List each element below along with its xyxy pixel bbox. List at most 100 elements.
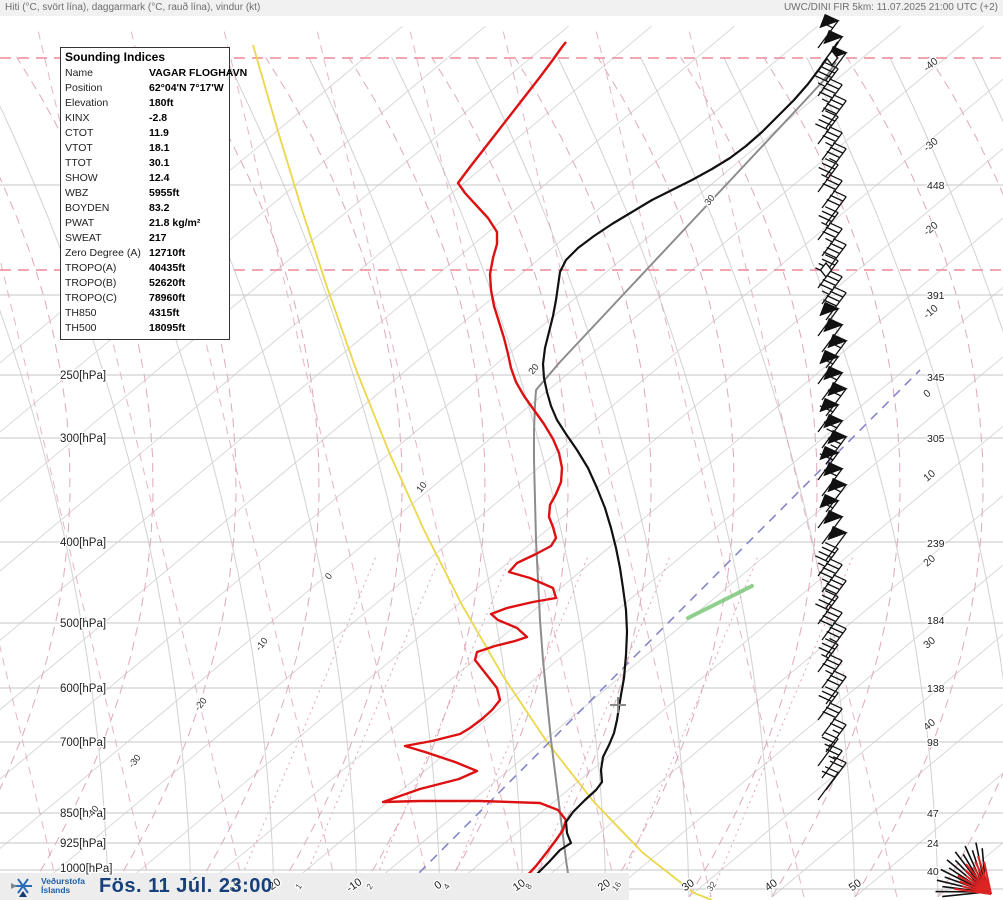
index-label: TH500 [65,322,97,334]
tropopause-diamond-marker [819,261,833,279]
valid-time-label: Fös. 11 Júl. 23:00 [98,874,273,897]
indices-row: SHOW 12.4 [61,171,229,186]
index-value: 217 [149,232,167,244]
wind-barb [825,436,847,465]
index-value: 40435ft [149,262,186,274]
index-label: SHOW [65,172,98,184]
index-value: 83.2 [149,202,170,214]
index-value: VAGAR FLOGHAVN [149,67,248,79]
index-value: -2.8 [149,112,168,124]
logo-text-line1: Veðurstofa [41,876,85,886]
indices-row: PWAT 21.8 kg/m² [61,216,229,231]
indices-title: Sounding Indices [65,50,166,64]
indices-row: TH850 4315ft [61,306,229,321]
index-value: 11.9 [149,127,169,139]
pressure-label: 700[hPa] [60,737,106,749]
indices-row: TROPO(A) 40435ft [61,261,229,276]
flight-level-label: 239 [927,538,945,550]
pressure-label: 500[hPa] [60,618,106,630]
index-value: 52620ft [149,277,186,289]
grid-layer [0,26,1003,897]
flight-level-label: 448 [927,180,945,192]
index-label: PWAT [65,217,95,229]
indices-row: SWEAT 217 [61,231,229,246]
pressure-label: 250[hPa] [60,370,106,382]
indices-row: TROPO(B) 52620ft [61,276,229,291]
pressure-label: 850[hPa] [60,808,106,820]
index-value: 4315ft [149,307,180,319]
flight-level-label: 305 [927,433,945,445]
header-legend-text: Hiti (°C, svört lína), daggarmark (°C, r… [5,2,261,13]
wind-barb [825,532,847,561]
index-label: CTOT [65,127,94,139]
indices-row: TH500 18095ft [61,321,229,336]
index-label: WBZ [65,187,89,199]
header-model-run-text: UWC/DINI FIR 5km: 11.07.2025 21:00 UTC (… [783,2,998,13]
indices-row: WBZ 5955ft [61,186,229,201]
index-label: TROPO(B) [65,277,117,289]
wind-barb [825,340,847,369]
wind-barb [825,388,847,417]
index-value: 180ft [149,97,174,109]
flight-level-label: 98 [927,737,939,749]
wind-barb-column [815,13,848,801]
indices-row: Elevation 180ft [61,96,229,111]
blue-moist-adiabat-line [407,369,921,885]
indices-row: Name VAGAR FLOGHAVN [61,66,247,81]
indices-row: BOYDEN 83.2 [61,201,229,216]
index-label: SWEAT [65,232,102,244]
temperature-curve [536,41,839,875]
flight-level-label: 184 [927,615,945,627]
index-label: BOYDEN [65,202,110,214]
indices-row: KINX -2.8 [61,111,229,126]
green-cape-segment [686,584,754,620]
pressure-label: 925[hPa] [60,838,106,850]
footer-bar: Veðurstofa Íslands Fös. 11 Júl. 23:00 [8,872,272,900]
header-bar: Hiti (°C, svört lína), daggarmark (°C, r… [0,0,1003,16]
index-value: 18095ft [149,322,186,334]
indices-row: TTOT 30.1 [61,156,229,171]
indices-row: Zero Degree (A) 12710ft [61,246,229,261]
met-office-logo-text: Veðurstofa Íslands [41,877,85,895]
flight-level-label: 138 [927,683,945,695]
pressure-label: 300[hPa] [60,433,106,445]
index-label: VTOT [65,142,93,154]
freezing-level-marker [610,697,626,713]
yellow-adiabat-line [252,44,713,900]
indices-row: Position 62°04'N 7°17'W [61,81,229,96]
index-label: Position [65,82,103,94]
flight-level-label: 40 [927,866,939,878]
logo-text-line2: Íslands [41,885,71,895]
footer-band [0,873,629,900]
dewpoint-curve [381,41,568,880]
wind-barb [825,52,847,81]
index-label: TH850 [65,307,97,319]
index-label: Zero Degree (A) [65,247,141,259]
surface-barb-cluster [935,842,992,898]
reference-gray-line [533,61,837,900]
pressure-label: 1000[hPa] [60,863,112,875]
flight-level-label: 345 [927,372,945,384]
index-value: 62°04'N 7°17'W [149,82,224,94]
index-value: 18.1 [149,142,170,154]
index-value: 12.4 [149,172,170,184]
index-value: 5955ft [149,187,180,199]
index-value: 78960ft [149,292,186,304]
indices-row: CTOT 11.9 [61,126,229,141]
index-label: TROPO(A) [65,262,117,274]
met-office-logo-icon [11,878,32,897]
flight-level-label: 24 [927,838,939,850]
pressure-label: 600[hPa] [60,683,106,695]
flight-level-label: 391 [927,290,945,302]
index-label: Name [65,67,94,79]
pressure-label: 400[hPa] [60,537,106,549]
index-label: Elevation [65,97,109,109]
indices-row: TROPO(C) 78960ft [61,291,229,306]
sounding-indices-panel: Sounding Indices Name VAGAR FLOGHAVN Posit… [60,47,247,340]
indices-row: VTOT 18.1 [61,141,229,156]
index-value: 30.1 [149,157,170,169]
index-value: 21.8 kg/m² [149,217,201,229]
tropopause-diamond-marker [825,49,839,67]
index-label: TROPO(C) [65,292,117,304]
